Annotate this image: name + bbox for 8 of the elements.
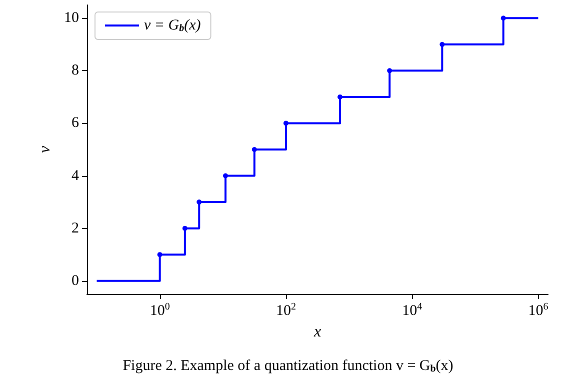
y-tick-label: 8 [72, 62, 79, 79]
y-tick-label: 0 [72, 272, 79, 289]
y-tick-label: 6 [72, 115, 80, 132]
x-axis-title: x [312, 324, 322, 340]
y-tick-label: 2 [72, 220, 79, 236]
y-tick-label: 4 [72, 168, 80, 184]
y-tick-label: 10 [64, 10, 79, 26]
y-axis-title: v [36, 145, 54, 154]
